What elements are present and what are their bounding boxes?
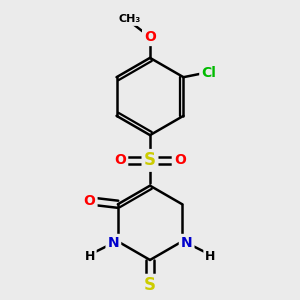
Text: N: N [108, 236, 119, 250]
Text: H: H [84, 250, 95, 263]
Text: S: S [144, 152, 156, 169]
Text: Cl: Cl [201, 66, 216, 80]
Text: O: O [144, 30, 156, 44]
Text: CH₃: CH₃ [118, 14, 140, 24]
Text: O: O [174, 153, 186, 167]
Text: N: N [181, 236, 192, 250]
Text: S: S [144, 276, 156, 294]
Text: H: H [205, 250, 216, 263]
Text: O: O [84, 194, 95, 208]
Text: O: O [114, 153, 126, 167]
